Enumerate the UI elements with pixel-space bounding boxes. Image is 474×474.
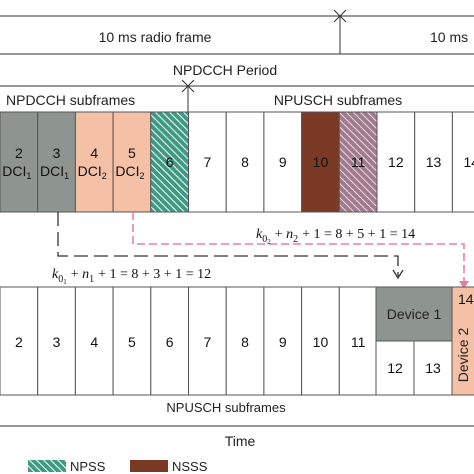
bottom-subframe-row: 2 3 4 5 6 7 8 9 10 11 [0,286,378,396]
bottom-cell-6-number: 6 [166,334,174,350]
svg-text:k02+ n2+ 1 = 8 + 5 + 1 = 14: k02 + n2 + 1 = 8 + 5 + 1 = 14 [256,227,415,246]
top-cell-11-number: 11 [351,154,366,170]
device2-schedule-arrow [132,212,465,283]
top-cell-9-number: 9 [279,154,287,170]
bottom-cell-8 [225,286,265,396]
bottom-cell-8-number: 8 [241,334,249,350]
eq1-n-sub: 2 [293,234,298,245]
top-cell-3-dci-label: DCI1 [40,163,69,181]
bottom-cell-3 [37,286,76,396]
scheduling-arrows [57,212,469,289]
top-cell-13 [414,111,453,213]
top-cell-11 [338,111,378,213]
bottom-cell-11 [338,286,378,396]
top-cell-10-number: 10 [313,154,329,170]
eq2-k-sub: 0 [58,274,63,285]
top-cell-7-number: 7 [203,154,211,170]
device1-schedule-arrow [57,212,399,276]
equation-device2: k02 + n2 + 1 = 8 + 5 + 1 = 14 [256,227,415,246]
bottom-cell-2-number: 2 [15,334,23,350]
bottom-cell-4 [74,286,114,396]
top-cell-4 [74,111,114,213]
eq2-rest: + 1 = 8 + 3 + 1 = 12 [98,267,211,282]
top-cell-3-number: 3 [53,145,61,161]
radio-frame-label-1: 10 ms radio frame [99,29,212,45]
legend-npss-label: NPSS [70,459,106,474]
top-cell-4-number: 4 [90,145,98,161]
top-cell-4-dci-label: DCI2 [78,163,107,181]
sub-cell-13-label: 13 [425,360,441,376]
eq1-rest: + 1 = 8 + 5 + 1 = 14 [302,227,415,242]
bottom-cell-6 [150,286,190,396]
bottom-cell-5 [112,286,152,396]
svg-text:k01+ n1+ 1 = 8 + 3 + 1 = 12: k01 + n1 + 1 = 8 + 3 + 1 = 12 [52,267,211,286]
eq1-n: n [286,227,293,242]
npusch-caption: NPUSCH subframes [166,400,286,415]
equation-device1: k01 + n1 + 1 = 8 + 3 + 1 = 12 [52,267,211,286]
bottom-cell-10-number: 10 [313,334,329,350]
top-cell-5-dci-label: DCI2 [115,163,144,181]
legend-nsss-label: NSSS [172,459,208,474]
bottom-cell-5-number: 5 [128,334,136,350]
sub-cell-12-label: 12 [387,360,403,376]
top-cell-2-number: 2 [15,145,23,161]
top-cell-2 [0,111,39,213]
period-label: NPDCCH Period [173,62,277,78]
sub-cell-13 [413,340,453,396]
top-subframe-row: 2 DCI1 3 DCI1 4 DCI2 5 DCI2 6 7 8 9 10 11 12 13 14 [0,111,474,213]
time-label: Time [225,433,256,449]
eq2-k: k [52,267,59,282]
eq1-k-subsub: 2 [267,238,271,246]
top-cell-5-number: 5 [128,145,136,161]
top-cell-2-dci-label: DCI1 [2,163,31,181]
eq2-k-subsub: 1 [63,278,67,286]
bottom-cell-9-number: 9 [279,334,287,350]
npdcch-period-band: NPDCCH Period NPDCCH subframes NPUSCH su… [0,62,474,112]
top-cell-12 [376,111,416,213]
legend: NPSS NSSS [28,459,208,474]
device2-label: Device 2 [455,328,471,383]
bottom-cell-3-number: 3 [53,334,61,350]
eq1-k: k [256,227,263,242]
bottom-cell-9 [263,286,303,396]
radio-frame-label-2: 10 ms [430,29,468,45]
device2-cell [451,286,474,396]
top-cell-6-number: 6 [166,154,174,170]
top-cell-3 [37,111,76,213]
npusch-subframes-label: NPUSCH subframes [274,92,402,108]
bottom-cell-4-number: 4 [90,334,98,350]
device1-label: Device 1 [387,306,442,322]
bottom-cell-2 [0,286,39,396]
legend-nsss-swatch [130,460,168,472]
device1-block: Device 1 12 13 [375,286,453,396]
device2-arrowhead [459,281,469,289]
top-cell-14 [451,111,474,213]
device2-top-number: 14 [458,291,474,307]
top-cell-6 [150,111,190,213]
top-cell-8-number: 8 [241,154,249,170]
bottom-cell-7-number: 7 [203,334,211,350]
top-cell-7 [188,111,227,213]
device2-block: 14 Device 2 [451,286,474,396]
top-cell-5 [112,111,152,213]
device1-cell [375,286,453,342]
eq2-n: n [82,267,89,282]
bottom-cell-10 [301,286,340,396]
top-cell-13-number: 13 [426,154,442,170]
eq1-k-sub: 0 [262,234,267,245]
legend-npss-swatch [28,460,66,472]
eq2-n-sub: 1 [89,274,94,285]
device1-arrowhead [392,269,404,280]
top-cell-12-number: 12 [388,154,404,170]
radio-frame-band: 10 ms radio frame 10 ms [0,9,474,55]
top-cell-14-number: 14 [463,154,474,170]
time-axis: Time [0,425,474,449]
npdcch-subframes-label: NPDCCH subframes [6,92,135,108]
sub-cell-12 [375,340,415,396]
bottom-cell-11-number: 11 [351,334,366,350]
top-cell-8 [225,111,265,213]
